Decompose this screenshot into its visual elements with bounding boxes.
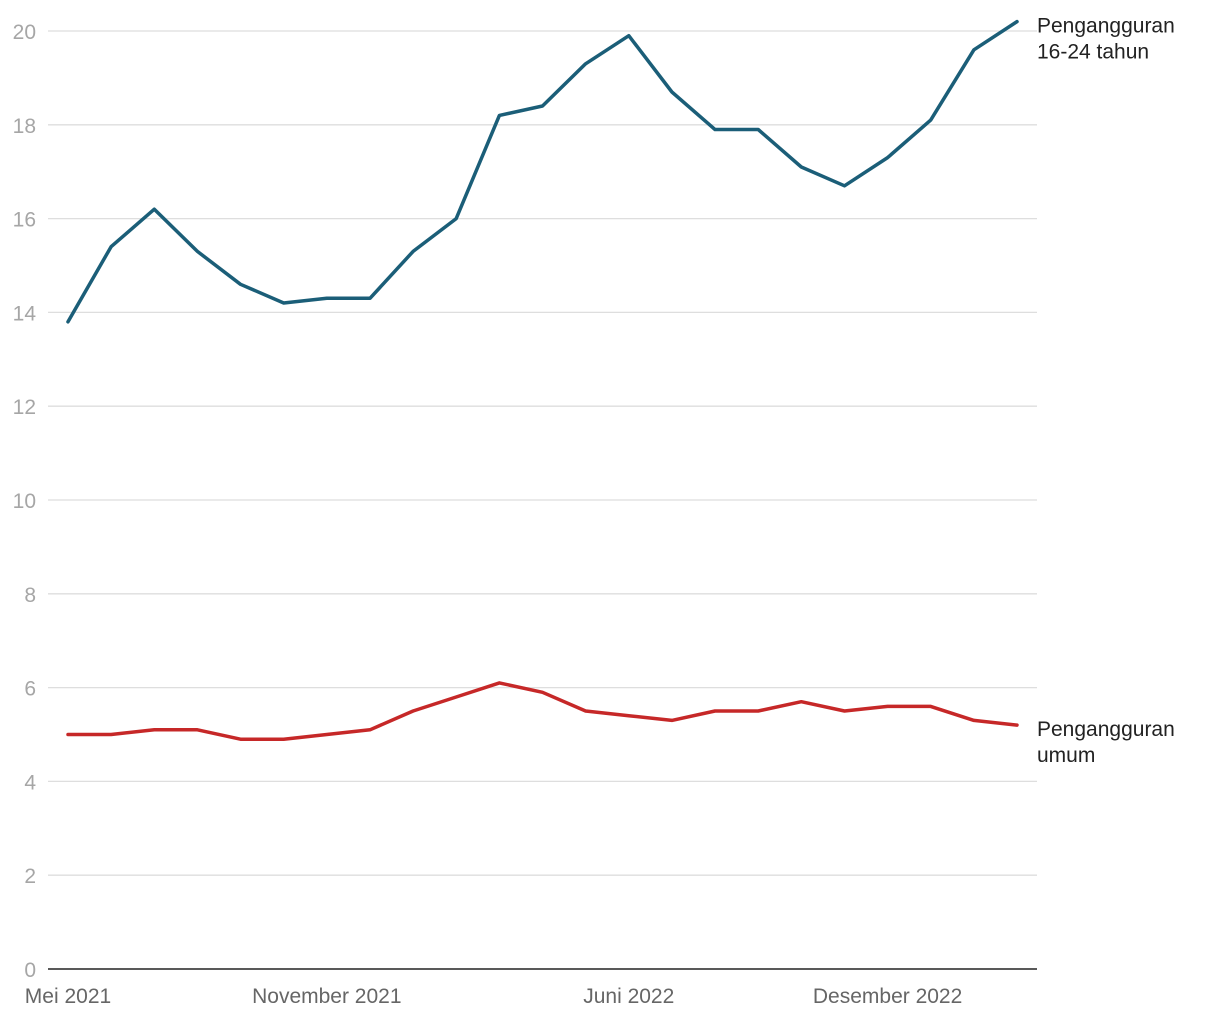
series-label-line: umum <box>1037 744 1095 767</box>
y-tick-label: 14 <box>13 302 37 325</box>
series-line-1 <box>66 19 1019 324</box>
x-tick-label: November 2021 <box>252 985 401 1008</box>
series-line-2 <box>66 681 1019 741</box>
y-tick-label: 20 <box>13 21 36 44</box>
y-tick-label: 6 <box>24 678 36 701</box>
y-tick-label: 0 <box>24 959 36 982</box>
y-tick-label: 2 <box>24 865 36 888</box>
y-tick-label: 10 <box>13 490 36 513</box>
y-axis-ticks: 0 2 4 6 8 10 12 14 16 18 20 <box>13 21 37 982</box>
series-lines <box>66 19 1019 741</box>
y-tick-label: 8 <box>24 584 36 607</box>
y-tick-label: 18 <box>13 115 36 138</box>
gridlines <box>48 30 1037 876</box>
series-label-line: Pengangguran <box>1037 15 1175 38</box>
y-tick-label: 12 <box>13 396 36 419</box>
series-label-line: Pengangguran <box>1037 718 1175 741</box>
series-labels: Pengangguran 16-24 tahun Pengangguran umum <box>1037 15 1175 767</box>
y-tick-label: 4 <box>24 771 36 794</box>
x-axis-ticks: Mei 2021 November 2021 Juni 2022 Desember 2… <box>25 985 962 1008</box>
x-tick-label: Juni 2022 <box>583 985 674 1008</box>
y-tick-label: 16 <box>13 209 36 232</box>
x-tick-label: Desember 2022 <box>813 985 962 1008</box>
x-tick-label: Mei 2021 <box>25 985 111 1008</box>
series-label-line: 16-24 tahun <box>1037 41 1149 64</box>
